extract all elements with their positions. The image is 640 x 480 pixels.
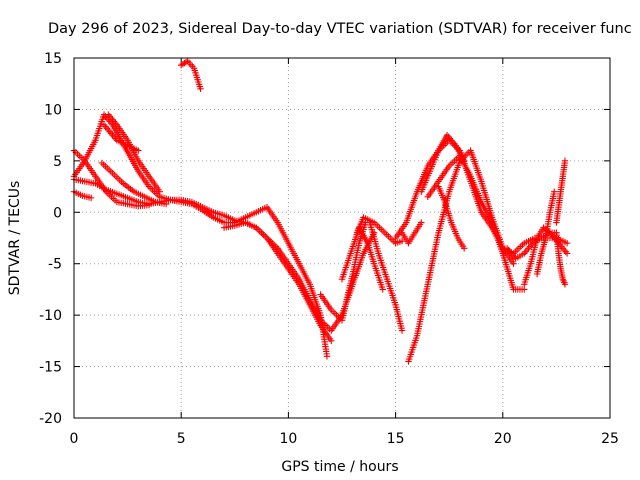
data-point xyxy=(379,286,386,293)
series-track-17 xyxy=(424,152,528,293)
data-point xyxy=(563,239,571,247)
data-point xyxy=(398,327,406,334)
x-tick-label: 20 xyxy=(494,431,512,447)
y-tick-label: -10 xyxy=(39,308,62,324)
data-point xyxy=(135,147,142,154)
data-point xyxy=(197,85,204,93)
series-track-16 xyxy=(418,131,468,195)
data-point xyxy=(162,200,170,208)
data-point xyxy=(145,201,153,209)
series-track-24 xyxy=(521,224,560,288)
series-track-7 xyxy=(70,188,95,202)
data-point xyxy=(87,194,95,202)
series-track-5 xyxy=(105,111,163,195)
x-tick-label: 10 xyxy=(279,431,297,447)
series-track-15 xyxy=(405,147,517,365)
data-point xyxy=(510,260,517,267)
y-tick-label: 5 xyxy=(53,154,62,170)
chart-title: Day 296 of 2023, Sidereal Day-to-day VTE… xyxy=(48,21,632,37)
data-marks xyxy=(70,57,571,365)
series-track-8 xyxy=(178,57,204,93)
x-tick-labels: 0 5 10 15 20 25 xyxy=(70,431,619,447)
series-track-13 xyxy=(338,224,386,293)
y-tick-label: -5 xyxy=(48,257,62,273)
y-tick-label: -15 xyxy=(39,360,62,376)
series-track-21 xyxy=(533,188,558,278)
x-tick-label: 0 xyxy=(70,431,79,447)
data-point xyxy=(551,188,558,195)
series-track-10 xyxy=(317,219,369,324)
plot-frame xyxy=(73,57,611,419)
data-point xyxy=(418,219,425,226)
y-tick-labels: -20 -15 -10 -5 0 5 10 15 xyxy=(39,51,62,427)
x-tick-label: 25 xyxy=(601,431,619,447)
y-axis-label: SDTVAR / TECUs xyxy=(7,181,23,296)
y-tick-label: -20 xyxy=(39,411,62,427)
series-track-19 xyxy=(398,219,425,247)
data-point xyxy=(561,157,569,165)
data-point xyxy=(561,281,569,288)
data-point xyxy=(328,337,335,345)
series-track-22 xyxy=(553,157,569,226)
data-point xyxy=(461,245,468,252)
series-track-3 xyxy=(98,159,170,208)
x-tick-label: 15 xyxy=(387,431,405,447)
data-point xyxy=(323,353,331,360)
y-tick-label: 10 xyxy=(44,102,62,118)
data-point xyxy=(156,188,163,195)
x-tick-label: 5 xyxy=(177,431,186,447)
series-track-12 xyxy=(366,219,406,334)
data-point xyxy=(553,229,560,237)
series-track-6 xyxy=(100,121,142,154)
y-tick-label: 0 xyxy=(53,205,62,221)
x-axis-label: GPS time / hours xyxy=(281,459,398,475)
y-tick-label: 15 xyxy=(44,51,62,67)
series-track-18 xyxy=(435,183,468,252)
data-point xyxy=(563,250,571,257)
